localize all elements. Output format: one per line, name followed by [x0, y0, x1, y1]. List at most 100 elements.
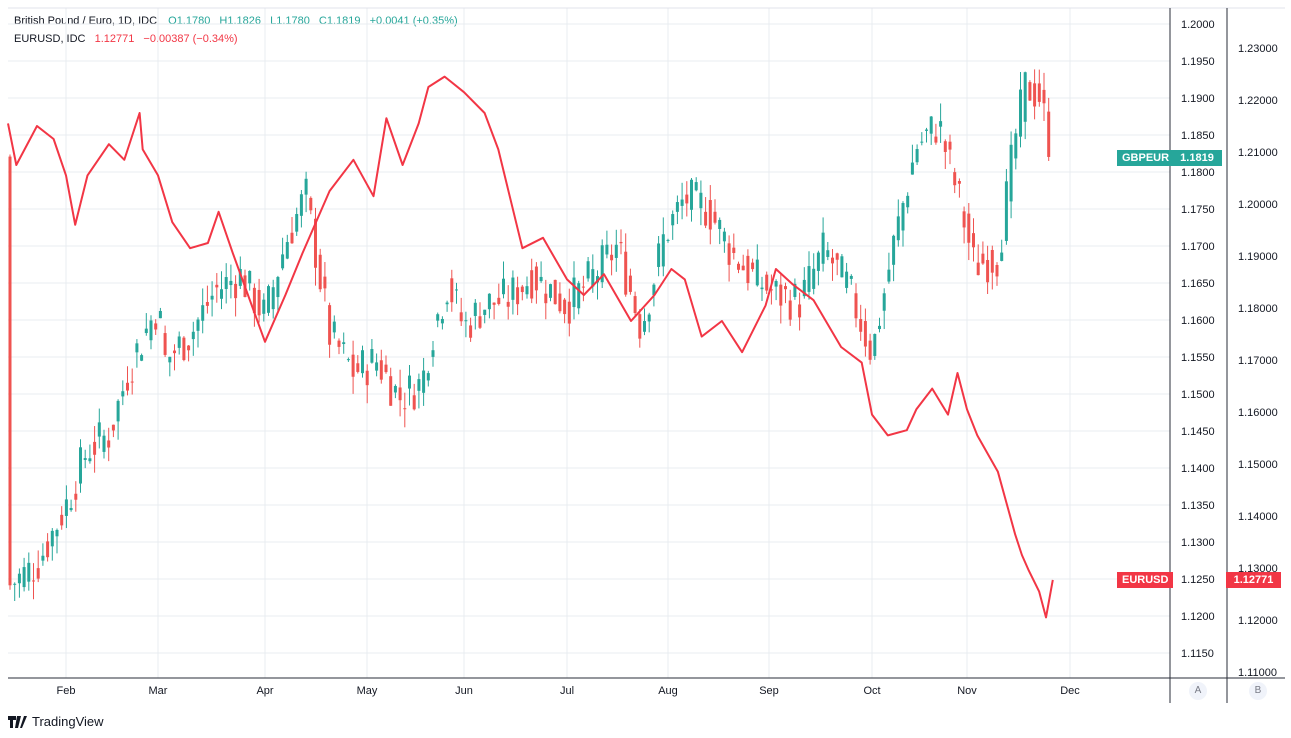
gbpeur-candle-body: [657, 243, 661, 267]
gbpeur-candle-body: [605, 244, 609, 255]
gbpeur-candle-body: [784, 286, 787, 290]
gbpeur-candle-body: [135, 343, 139, 353]
gbpeur-candle-body: [675, 202, 679, 212]
gbpeur-candle-body: [887, 269, 891, 282]
gbpeur-price-badge: 1.1819: [1172, 150, 1222, 166]
gbpeur-candle-body: [661, 234, 665, 267]
gbpeur-candle-body: [802, 279, 806, 297]
gbpeur-candle-body: [473, 302, 477, 317]
tradingview-logo-icon: [8, 715, 27, 728]
gbpeur-candle-body: [1014, 133, 1018, 159]
auto-scale-button[interactable]: A: [1189, 682, 1207, 700]
eurusd-axis-tick-label: 1.14000: [1238, 511, 1278, 523]
gbpeur-candle-body: [323, 276, 327, 289]
gbpeur-candle-body: [262, 299, 266, 314]
gbpeur-candle-body: [732, 247, 736, 254]
gbpeur-candle-body: [577, 283, 581, 309]
gbpeur-candle-body: [906, 195, 910, 208]
gbpeur-candle-body: [896, 216, 900, 241]
tradingview-footer[interactable]: TradingView: [8, 714, 104, 729]
gbpeur-candle-body: [591, 269, 595, 287]
gbpeur-candle-body: [967, 213, 971, 243]
gbpeur-candle-body: [1028, 82, 1032, 101]
gbpeur-candle-body: [314, 218, 317, 268]
gbpeur-candle-body: [271, 287, 275, 310]
gbpeur-candle-body: [873, 333, 877, 356]
gbpeur-candle-body: [666, 239, 670, 241]
gbpeur-candle-body: [361, 350, 364, 374]
gbpeur-candle-body: [920, 141, 924, 143]
gbpeur-candle-body: [22, 567, 26, 588]
gbpeur-candle-body: [534, 266, 538, 291]
gbpeur-candle-body: [746, 255, 750, 284]
eurusd-axis-tick-label: 1.15000: [1238, 459, 1278, 471]
gbpeur-candle-body: [417, 379, 421, 391]
eurusd-axis-tick-label: 1.19000: [1238, 251, 1278, 263]
gbpeur-axis-tick-label: 1.1300: [1181, 537, 1215, 549]
gbpeur-candle-body: [1000, 252, 1004, 261]
month-tick-label: Jul: [560, 685, 574, 697]
eurusd-series-badge: EURUSD: [1117, 572, 1174, 588]
gbpeur-candle-body: [774, 281, 778, 287]
gbpeur-candle-body: [403, 408, 407, 410]
gbpeur-candle-body: [328, 305, 332, 345]
gbpeur-candle-body: [238, 268, 242, 286]
gbpeur-candle-body: [708, 200, 712, 230]
gbpeur-candle-body: [530, 270, 534, 299]
gbpeur-candle-body: [492, 302, 496, 305]
gbpeur-axis-tick-label: 1.1350: [1181, 500, 1215, 512]
gbpeur-candle-body: [520, 286, 524, 293]
gbpeur-candle-body: [126, 382, 129, 391]
gbpeur-axis-tick-label: 1.1150: [1181, 648, 1214, 660]
gbpeur-candle-body: [652, 284, 656, 296]
gbpeur-candle-body: [741, 265, 745, 271]
gbpeur-candle-body: [295, 214, 299, 232]
gbpeur-candle-body: [158, 310, 162, 319]
gbpeur-candle-body: [17, 573, 21, 584]
gbpeur-candle-body: [722, 231, 726, 242]
gbpeur-candle-body: [41, 555, 45, 561]
low-label: L: [270, 15, 277, 27]
gbpeur-candle-body: [351, 354, 355, 377]
gbpeur-candle-body: [346, 359, 350, 361]
gbpeur-candle-body: [840, 256, 844, 278]
gbpeur-candle-body: [79, 447, 82, 484]
gbpeur-candle-body: [318, 254, 322, 290]
gbpeur-candle-body: [610, 254, 614, 261]
gbpeur-candle-body: [140, 355, 144, 361]
gbpeur-candle-body: [267, 286, 270, 313]
high-label: H: [219, 15, 228, 27]
month-tick-label: Apr: [256, 685, 273, 697]
gbpeur-candle-body: [32, 580, 35, 582]
gbpeur-candle-body: [309, 197, 313, 211]
gbpeur-candle-body: [788, 300, 792, 320]
month-tick-label: Oct: [863, 685, 880, 697]
gbpeur-candle-body: [628, 275, 632, 292]
gbpeur-axis-tick-label: 1.1500: [1181, 389, 1215, 401]
gbpeur-candle-body: [50, 530, 54, 547]
gbpeur-candle-body: [431, 350, 435, 357]
gbpeur-candle-body: [638, 314, 642, 339]
gbpeur-candle-body: [384, 364, 388, 373]
gbpeur-candle-body: [544, 293, 548, 304]
gbpeur-candle-body: [868, 340, 872, 360]
gbpeur-candle-body: [511, 277, 515, 300]
gbpeur-candle-body: [506, 301, 510, 307]
gbpeur-candle-body: [487, 293, 491, 310]
gbpeur-candle-body: [878, 325, 881, 330]
gbpeur-candle-body: [74, 493, 78, 500]
gbpeur-candle-body: [718, 219, 722, 229]
gbpeur-candle-body: [553, 279, 557, 305]
gbpeur-candle-body: [643, 321, 646, 332]
gbpeur-candle-body: [549, 284, 552, 298]
scale-b-button[interactable]: B: [1249, 682, 1267, 700]
gbpeur-candle-body: [154, 323, 158, 330]
gbpeur-candle-body: [224, 277, 228, 289]
gbpeur-candle-body: [1009, 144, 1013, 202]
gbpeur-candle-body: [455, 289, 458, 291]
eurusd-axis-tick-label: 1.18000: [1238, 303, 1278, 315]
gbpeur-axis-tick-label: 1.1800: [1181, 167, 1215, 179]
eurusd-axis-tick-label: 1.20000: [1238, 199, 1278, 211]
gbpeur-candle-body: [567, 301, 571, 324]
